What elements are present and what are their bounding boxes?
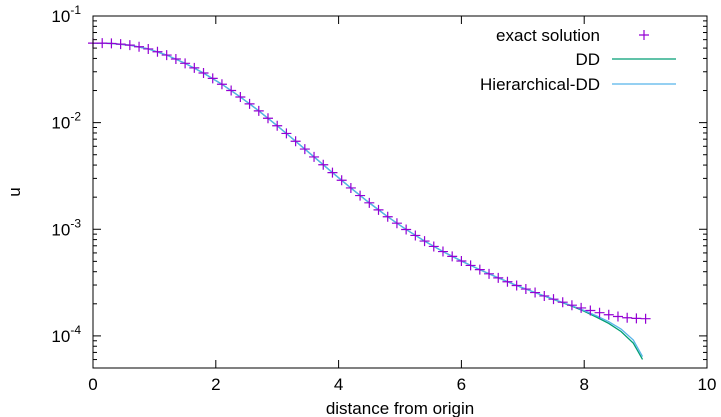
- data-point: [622, 312, 633, 323]
- data-point: [152, 46, 163, 57]
- data-point: [198, 68, 209, 79]
- data-point: [345, 182, 356, 193]
- legend-entry: exact solution: [496, 26, 649, 45]
- data-point: [410, 230, 421, 241]
- data-point: [235, 91, 246, 102]
- y-axis-label: u: [5, 187, 24, 196]
- x-tick-label: 0: [88, 375, 97, 394]
- legend-label: exact solution: [496, 26, 600, 45]
- y-tick-label-exponent: -2: [70, 110, 81, 124]
- series-layer: [88, 38, 651, 360]
- data-point: [484, 268, 495, 279]
- data-point: [216, 79, 227, 90]
- data-point: [244, 98, 255, 109]
- legend-entry: DD: [575, 50, 676, 69]
- data-point: [493, 272, 504, 283]
- data-point: [355, 190, 366, 201]
- data-point: [474, 264, 485, 275]
- data-point: [456, 255, 467, 266]
- data-point: [576, 302, 587, 313]
- y-tick-label-exponent: -1: [70, 3, 81, 17]
- data-point: [437, 246, 448, 257]
- data-point: [502, 276, 513, 287]
- y-tick-label: 10-2: [51, 110, 81, 133]
- data-point: [336, 175, 347, 186]
- data-point: [189, 62, 200, 73]
- data-point: [309, 151, 320, 162]
- data-point: [566, 300, 577, 311]
- data-point: [585, 305, 596, 316]
- data-point: [262, 113, 273, 124]
- y-tick-label-base: 10: [51, 7, 70, 26]
- y-tick-label-base: 10: [51, 114, 70, 133]
- data-point: [594, 307, 605, 318]
- data-point: [143, 43, 154, 54]
- data-point: [170, 54, 181, 65]
- data-point: [115, 39, 126, 50]
- data-point: [253, 105, 264, 116]
- data-point: [106, 38, 117, 49]
- x-tick-label: 6: [457, 375, 466, 394]
- data-point: [447, 251, 458, 262]
- data-point: [640, 313, 651, 324]
- data-point: [382, 211, 393, 222]
- data-point: [530, 287, 541, 298]
- data-point: [373, 204, 384, 215]
- y-tick-label: 10-1: [51, 3, 81, 26]
- data-point: [281, 128, 292, 139]
- data-point: [428, 241, 439, 252]
- data-point: [161, 50, 172, 61]
- x-axis-label: distance from origin: [326, 399, 474, 417]
- data-point: [207, 73, 218, 84]
- data-point: [511, 280, 522, 291]
- legend-label: DD: [575, 50, 600, 69]
- data-point: [612, 311, 623, 322]
- data-point: [520, 284, 531, 295]
- data-point: [97, 38, 108, 49]
- data-point: [401, 224, 412, 235]
- x-tick-label: 2: [211, 375, 220, 394]
- legend-label: Hierarchical-DD: [480, 75, 600, 94]
- data-point: [290, 136, 301, 147]
- legend-marker: [639, 30, 649, 40]
- data-point: [226, 85, 237, 96]
- data-point: [631, 313, 642, 324]
- data-point: [548, 294, 559, 305]
- data-point: [465, 260, 476, 271]
- y-tick-label-exponent: -4: [70, 323, 81, 337]
- y-tick-label-base: 10: [51, 327, 70, 346]
- plot-frame: [92, 15, 708, 369]
- data-point: [557, 297, 568, 308]
- data-point: [124, 40, 135, 51]
- data-point: [299, 144, 310, 155]
- legend: exact solution DD Hierarchical-DD: [480, 26, 676, 94]
- data-point: [134, 41, 145, 52]
- data-point: [391, 218, 402, 229]
- x-tick-label: 8: [579, 375, 588, 394]
- x-tick-label: 10: [698, 375, 717, 394]
- data-point: [419, 236, 430, 247]
- y-tick-label: 10-3: [51, 216, 81, 239]
- series-exact-solution: [88, 38, 651, 324]
- data-point: [603, 309, 614, 320]
- y-tick-label-base: 10: [51, 220, 70, 239]
- data-point: [318, 159, 329, 170]
- data-point: [539, 290, 550, 301]
- data-point: [272, 120, 283, 131]
- data-point: [327, 167, 338, 178]
- data-point: [180, 58, 191, 69]
- data-point: [364, 197, 375, 208]
- y-tick-label-exponent: -3: [70, 216, 81, 230]
- x-tick-label: 4: [334, 375, 343, 394]
- legend-entry: Hierarchical-DD: [480, 75, 676, 94]
- y-tick-label: 10-4: [51, 323, 81, 346]
